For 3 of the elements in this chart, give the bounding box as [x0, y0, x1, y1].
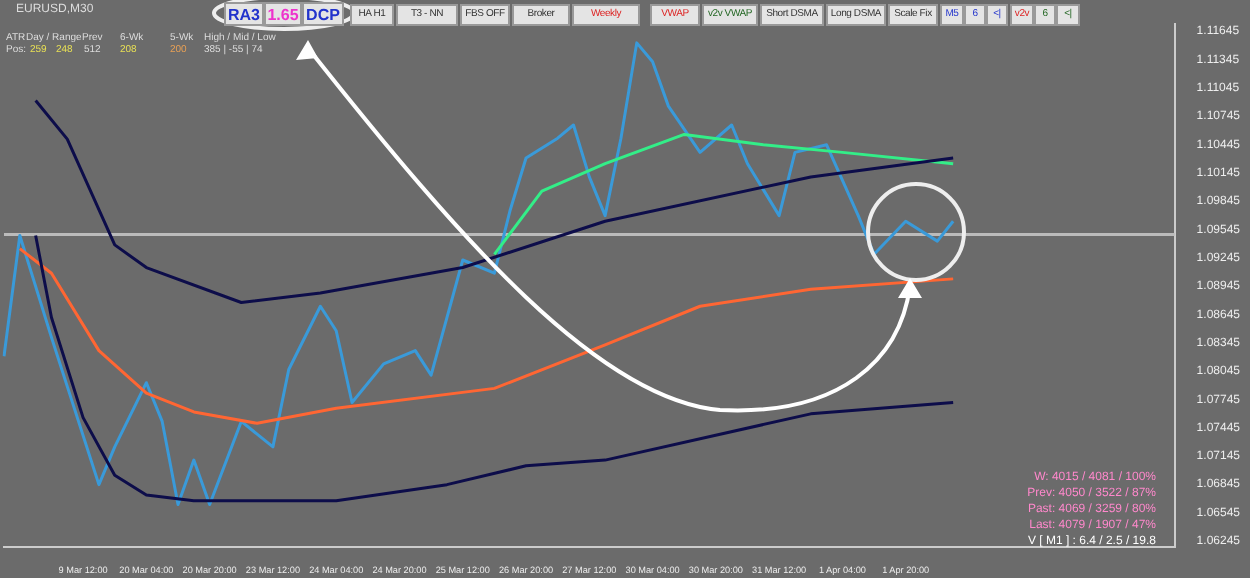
toolbar-button: RA3 — [224, 2, 264, 26]
toolbar-button: DCP — [302, 2, 344, 26]
toolbar-button: 1.65 — [264, 2, 302, 26]
